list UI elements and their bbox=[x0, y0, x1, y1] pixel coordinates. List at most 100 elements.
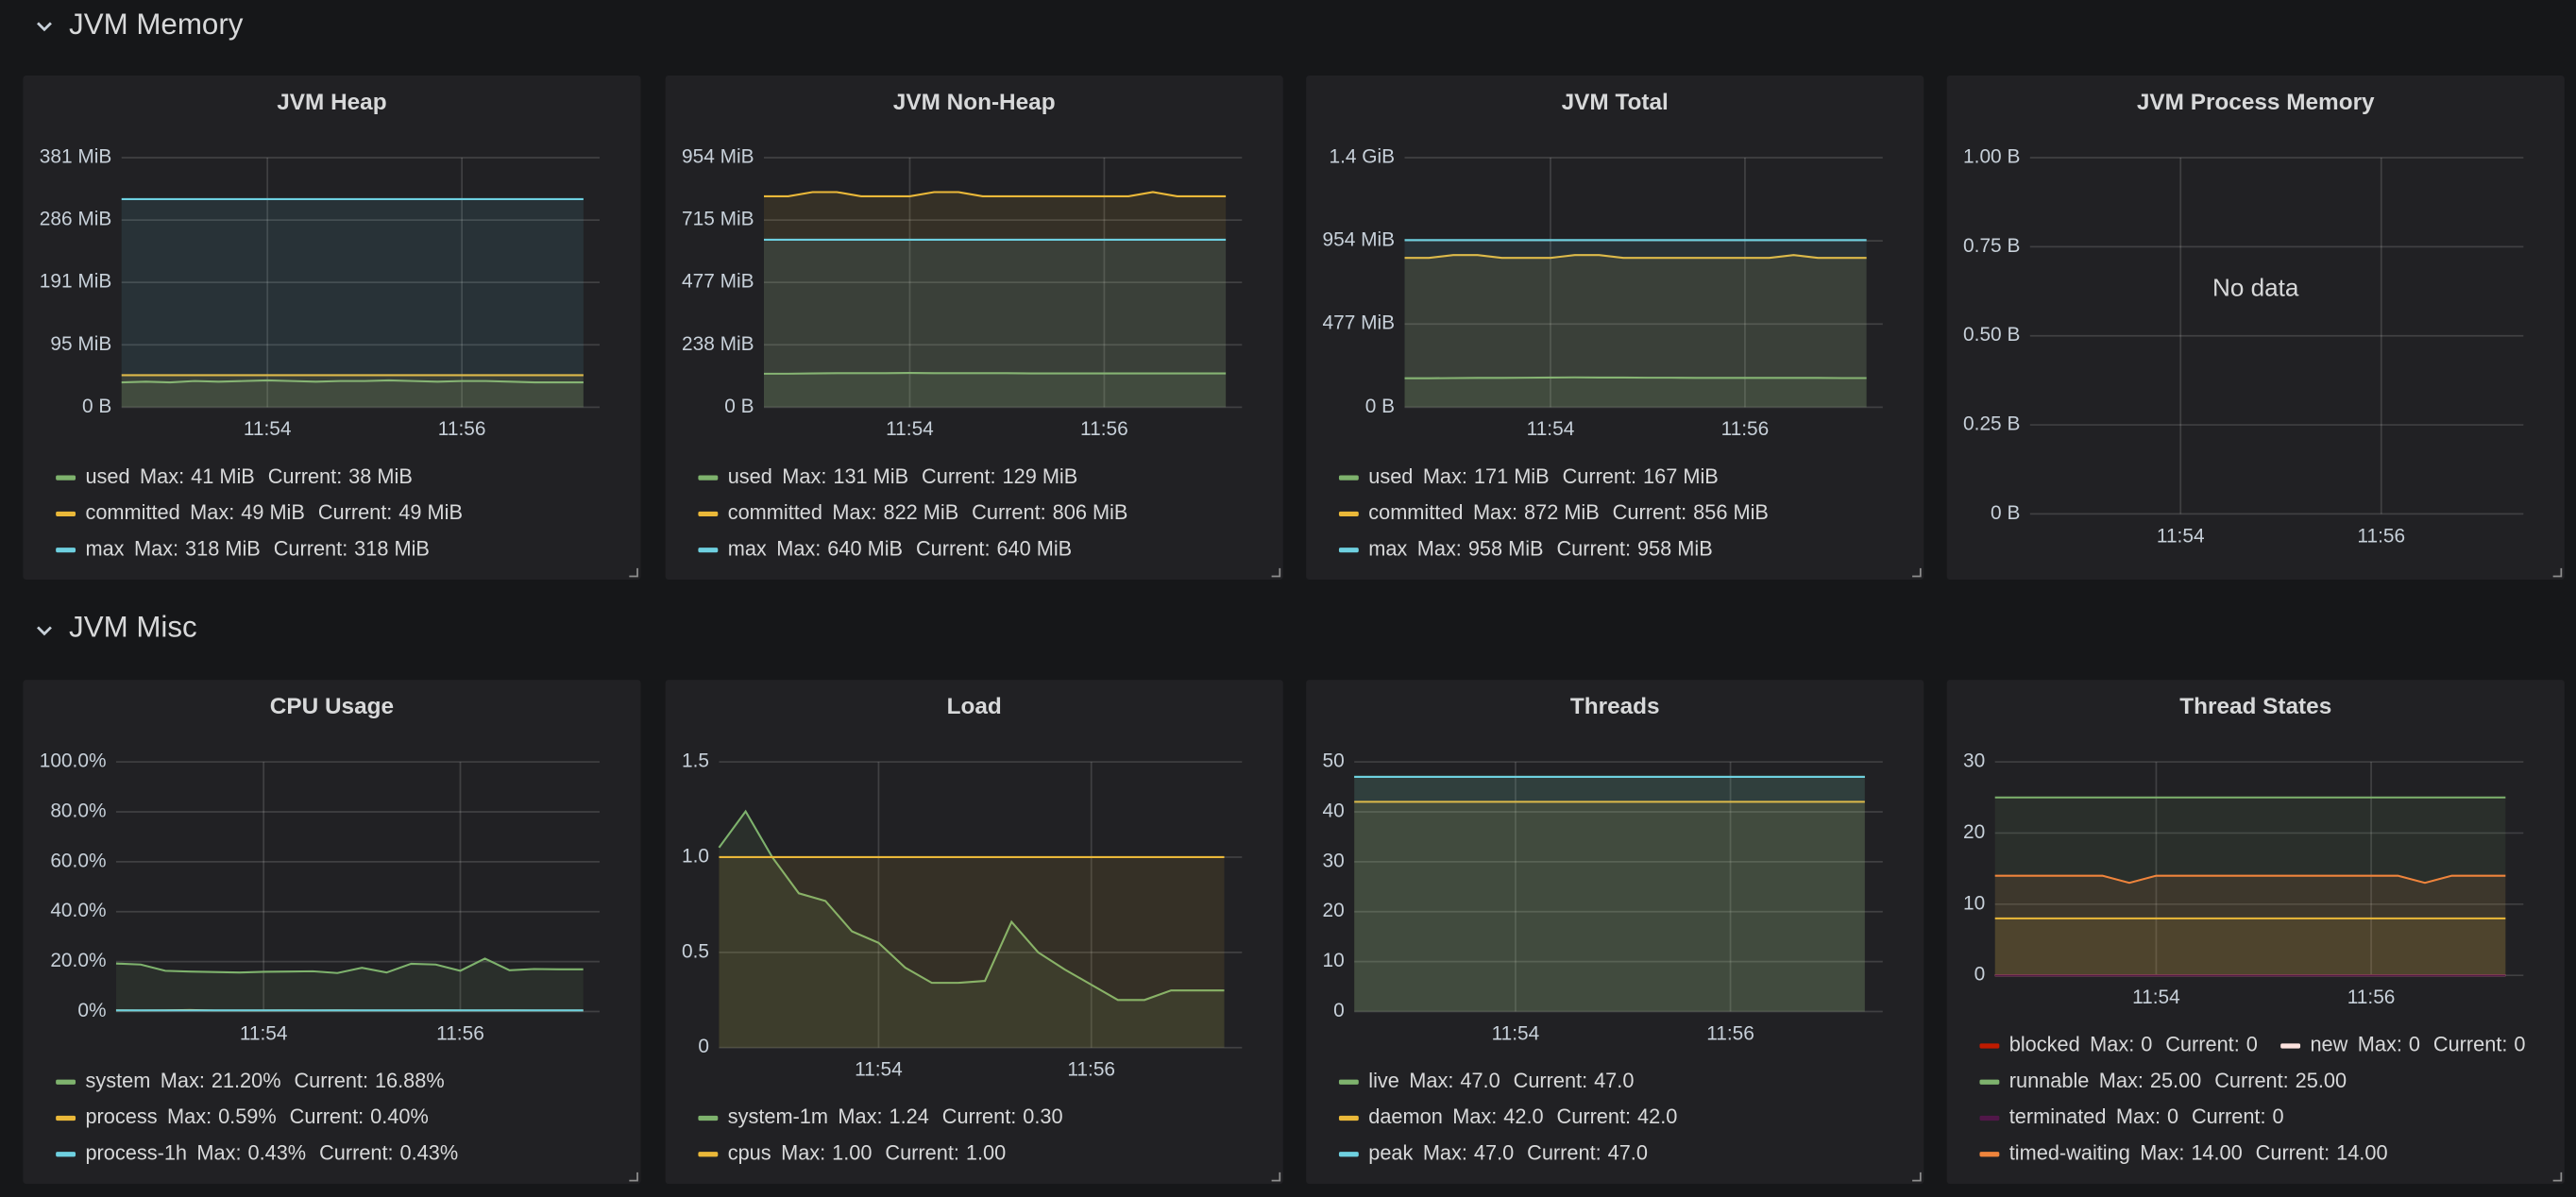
y-tick-label: 1.5 bbox=[682, 750, 709, 772]
legend-stat-label: Current: bbox=[319, 1141, 394, 1165]
y-tick-label: 954 MiB bbox=[682, 145, 754, 167]
series-line bbox=[1404, 254, 1867, 260]
legend-stat-label: Max: bbox=[781, 1141, 825, 1165]
legend-swatch bbox=[1338, 475, 1359, 480]
series-line bbox=[1404, 376, 1867, 379]
series-area bbox=[121, 375, 584, 408]
series-line bbox=[763, 191, 1227, 197]
legend-current: 25.00 bbox=[2296, 1069, 2347, 1092]
legend-max: 1.24 bbox=[890, 1104, 929, 1128]
legend-stat-label: Current: bbox=[1514, 1069, 1588, 1092]
row-chevron[interactable] bbox=[37, 626, 52, 636]
series-area bbox=[115, 958, 584, 1012]
legend-name: new bbox=[2310, 1033, 2347, 1056]
series-area bbox=[1354, 776, 1865, 1012]
legend-name: timed-waiting bbox=[2009, 1141, 2130, 1165]
y-tick-label: 286 MiB bbox=[40, 209, 112, 230]
legend-current: 0 bbox=[2246, 1033, 2258, 1056]
legend-current: 0 bbox=[2272, 1104, 2283, 1128]
panel bbox=[1306, 680, 1924, 1185]
panel bbox=[1946, 680, 2565, 1185]
y-tick-label: 0 B bbox=[82, 396, 111, 417]
legend-name: cpus bbox=[728, 1141, 771, 1165]
x-tick-label: 11:54 bbox=[1492, 1022, 1540, 1044]
y-tick-label: 0.50 B bbox=[1963, 324, 2020, 346]
series-area bbox=[763, 192, 1227, 408]
legend-swatch bbox=[56, 1152, 76, 1157]
legend-stat-label: Max: bbox=[782, 464, 826, 488]
legend-name: system-1m bbox=[728, 1104, 828, 1128]
y-tick-label: 95 MiB bbox=[50, 333, 111, 355]
y-tick-label: 1.00 B bbox=[1963, 145, 2020, 167]
legend-current: 49 MiB bbox=[398, 500, 463, 524]
resize-handle bbox=[629, 1172, 638, 1182]
legend-current: 16.88% bbox=[375, 1069, 445, 1092]
legend-current: 318 MiB bbox=[354, 536, 430, 560]
row-title[interactable]: JVM Memory bbox=[69, 8, 244, 41]
legend-stat-label: Max: bbox=[190, 500, 234, 524]
y-tick-label: 0.25 B bbox=[1963, 413, 2020, 435]
y-tick-label: 100.0% bbox=[40, 750, 107, 772]
legend-swatch bbox=[56, 548, 76, 553]
legend-swatch bbox=[1338, 511, 1359, 517]
legend-stat-label: Max: bbox=[196, 1141, 241, 1165]
legend-swatch bbox=[1338, 1079, 1359, 1085]
legend-max: 872 MiB bbox=[1524, 500, 1600, 524]
legend-swatch bbox=[698, 475, 719, 480]
y-tick-label: 954 MiB bbox=[1323, 229, 1396, 251]
row-chevron[interactable] bbox=[37, 22, 52, 32]
resize-handle bbox=[2552, 1172, 2563, 1182]
legend-max: 958 MiB bbox=[1468, 536, 1544, 560]
x-tick-label: 11:54 bbox=[244, 418, 292, 440]
legend-swatch bbox=[1979, 1152, 2000, 1157]
legend-name: runnable bbox=[2009, 1069, 2090, 1092]
legend-current: 640 MiB bbox=[996, 536, 1072, 560]
legend-name: used bbox=[1368, 464, 1413, 488]
series-area bbox=[1354, 801, 1865, 1012]
y-tick-label: 0 bbox=[1333, 1000, 1345, 1021]
legend-max: 171 MiB bbox=[1474, 464, 1550, 488]
legend-current: 167 MiB bbox=[1643, 464, 1719, 488]
panel bbox=[23, 680, 641, 1185]
legend-stat-label: Current: bbox=[2256, 1141, 2330, 1165]
legend-stat-label: Max: bbox=[2090, 1033, 2134, 1056]
legend-stat-label: Current: bbox=[1563, 464, 1637, 488]
legend-max: 1.00 bbox=[832, 1141, 872, 1165]
legend-current: 47.0 bbox=[1608, 1141, 1648, 1165]
legend-stat-label: Max: bbox=[161, 1069, 205, 1092]
legend-max: 47.0 bbox=[1474, 1141, 1514, 1165]
legend-swatch bbox=[1979, 1115, 2000, 1121]
legend-stat-label: Max: bbox=[1452, 1104, 1497, 1128]
resize-handle bbox=[1271, 567, 1281, 578]
legend-name: committed bbox=[1368, 500, 1463, 524]
panel bbox=[1946, 76, 2565, 580]
legend-current: 856 MiB bbox=[1693, 500, 1769, 524]
row-title[interactable]: JVM Misc bbox=[69, 610, 197, 643]
series-line bbox=[718, 809, 1225, 1002]
legend-stat-label: Current: bbox=[942, 1104, 1017, 1128]
legend-max: 318 MiB bbox=[185, 536, 261, 560]
y-tick-label: 0 B bbox=[1991, 502, 2020, 524]
legend-stat-label: Max: bbox=[167, 1104, 212, 1128]
y-tick-label: 477 MiB bbox=[1323, 312, 1396, 334]
y-tick-label: 0 bbox=[1974, 964, 1986, 986]
panel-title: Threads bbox=[1570, 694, 1660, 719]
x-tick-label: 11:56 bbox=[1067, 1059, 1115, 1081]
x-tick-label: 11:54 bbox=[2157, 525, 2205, 547]
series-area bbox=[763, 373, 1227, 408]
legend-name: blocked bbox=[2009, 1033, 2080, 1056]
y-tick-label: 10 bbox=[1323, 950, 1345, 971]
y-tick-label: 238 MiB bbox=[682, 333, 754, 355]
x-tick-label: 11:56 bbox=[436, 1022, 484, 1044]
legend-current: 47.0 bbox=[1594, 1069, 1634, 1092]
legend-stat-label: Max: bbox=[838, 1104, 882, 1128]
legend-stat-label: Max: bbox=[2116, 1104, 2161, 1128]
legend-stat-label: Max: bbox=[134, 536, 178, 560]
legend-stat-label: Max: bbox=[1423, 1141, 1467, 1165]
legend-swatch bbox=[56, 1079, 76, 1085]
y-tick-label: 0 bbox=[698, 1036, 709, 1057]
legend-swatch bbox=[1338, 548, 1359, 553]
y-tick-label: 20.0% bbox=[50, 950, 106, 971]
